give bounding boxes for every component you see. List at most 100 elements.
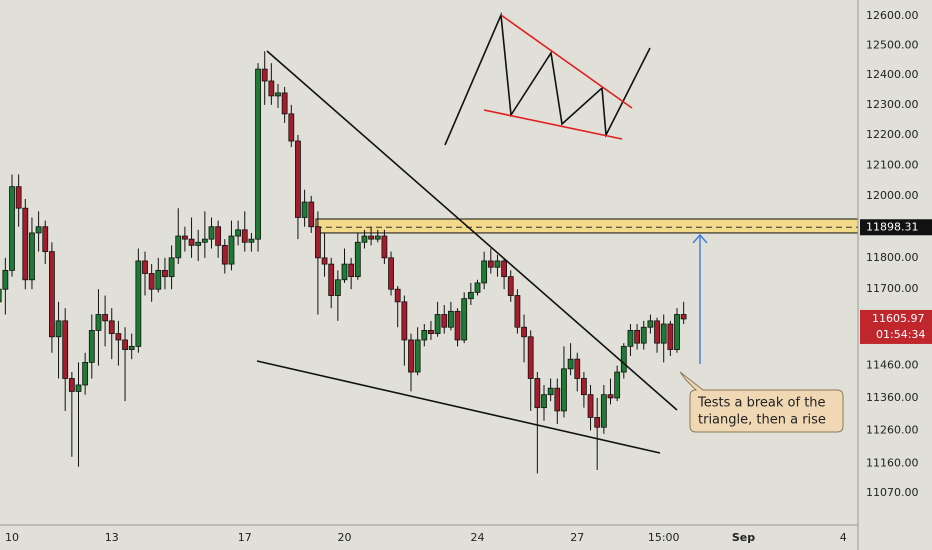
candle-body [587,394,594,418]
candle-body [35,226,42,234]
candle-body [128,345,135,350]
candle-body [600,394,607,428]
y-tick-label: 11800.00 [866,251,919,264]
candle-body [108,320,115,334]
candle-body [667,323,674,350]
arrow-head [692,233,708,244]
candle-body [0,288,2,303]
candle-body [314,226,321,259]
trend-line-upper [266,50,678,411]
candle-body [201,238,208,243]
x-tick-label: 24 [471,531,485,544]
candle-body [501,260,508,278]
candle-body [401,301,408,341]
x-tick-label: 13 [105,531,119,544]
candle-body [29,232,35,281]
candle-body [142,260,148,274]
candle-body [514,295,521,328]
candle-body [414,339,421,373]
candle-body [554,387,561,412]
pattern-zigzag [444,11,651,146]
candle-body [221,244,228,265]
candle-body [521,326,527,338]
pattern-upper-line [500,14,633,109]
candle-body [341,263,348,281]
candle-body [581,378,587,396]
candle-body [241,229,248,243]
candle-body [428,329,434,334]
candle-body [181,235,188,240]
candle-body [102,314,108,322]
candle-body [88,329,95,363]
y-tick-label: 11160.00 [866,456,919,469]
level-price-label: 11898.31 [866,220,919,233]
y-tick-label: 12000.00 [866,189,919,202]
candle-body [248,238,255,243]
y-tick-label: 11460.00 [866,359,919,372]
candle-body [507,276,514,296]
candle-body [55,320,62,338]
candle-body [640,326,647,344]
candle-body [481,260,488,284]
candle-body [680,314,687,320]
candle-body [328,263,335,296]
y-tick-label: 11360.00 [866,391,919,404]
candle-body [660,323,667,344]
candle-body [62,320,69,379]
last-price-label: 11605.97 [872,312,925,325]
candle-body [467,291,474,300]
pattern-lower-line [483,109,623,140]
candle-body [494,260,501,268]
level-price-box [860,219,932,236]
countdown-label: 01:54:34 [876,328,925,341]
candle-body [95,314,102,331]
candle-body [155,269,162,290]
candle-body [547,387,554,396]
y-tick-label: 12100.00 [866,158,919,171]
candle-body [215,226,222,246]
candle-body [122,339,128,350]
axis-labels: 12600.00 12500.00 12400.00 12300.00 12200.00… [5,9,932,544]
candle-body [115,333,122,341]
candle-body [574,358,581,379]
candle-body [534,378,541,409]
candle-body [301,201,308,218]
candle-body [148,273,155,290]
callout-text: Tests a break of the [697,396,826,411]
candle-body [15,186,22,209]
candle-body [288,113,295,142]
candle-body [42,226,49,253]
candle-body [674,314,680,350]
candle-body [567,358,574,370]
candle-body [461,298,468,341]
candle-body [394,288,401,303]
resistance-zone [315,218,859,234]
candle-body [49,251,55,338]
candle-body [561,368,567,412]
candle-body [374,235,381,240]
candle-body [368,235,375,240]
candle-body [634,329,640,344]
candle-body [348,263,355,278]
candle-body [175,235,182,259]
candle-body [441,314,448,328]
candle-body [9,186,15,271]
candle-body [255,68,261,240]
y-tick-label: 12500.00 [866,38,919,51]
x-tick-label: Sep [732,531,755,544]
candle-body [354,241,361,278]
candle-body [82,361,89,386]
candle-body [22,207,29,281]
candle-body [188,238,195,246]
candle-body [195,241,202,246]
y-tick-label: 12600.00 [866,9,919,22]
x-tick-label: 27 [570,531,584,544]
y-tick-label: 11700.00 [866,282,919,295]
candle-body [135,260,142,347]
candle-body [620,345,627,373]
candle-body [295,140,301,218]
candle-body [308,201,315,228]
x-tick-label: 15:00 [648,531,680,544]
x-tick-label: 10 [5,531,19,544]
